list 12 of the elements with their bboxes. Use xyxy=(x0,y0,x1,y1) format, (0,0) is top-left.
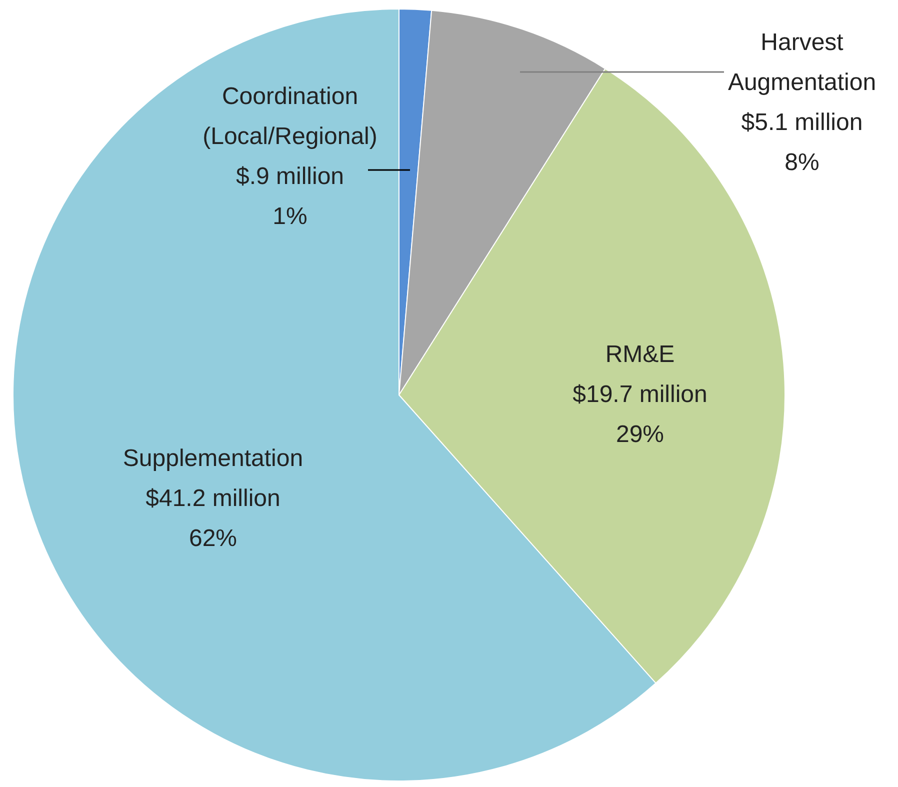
slice-label: Coordination (Local/Regional) xyxy=(202,83,378,150)
data-label: $19.7 million xyxy=(572,381,708,408)
slice-label: Harvest Augmentation xyxy=(728,29,876,96)
slice-label: RM&E xyxy=(605,341,675,368)
text: 29% xyxy=(616,421,664,448)
slice-label: Supplementation xyxy=(122,445,304,472)
data-label: $41.2 million xyxy=(146,485,280,512)
text: 62% xyxy=(188,525,238,552)
text: 8% xyxy=(784,149,820,176)
data-label: $.9 million xyxy=(236,163,344,190)
text: 1% xyxy=(272,203,308,230)
data-label: $5.1 million xyxy=(741,109,863,136)
